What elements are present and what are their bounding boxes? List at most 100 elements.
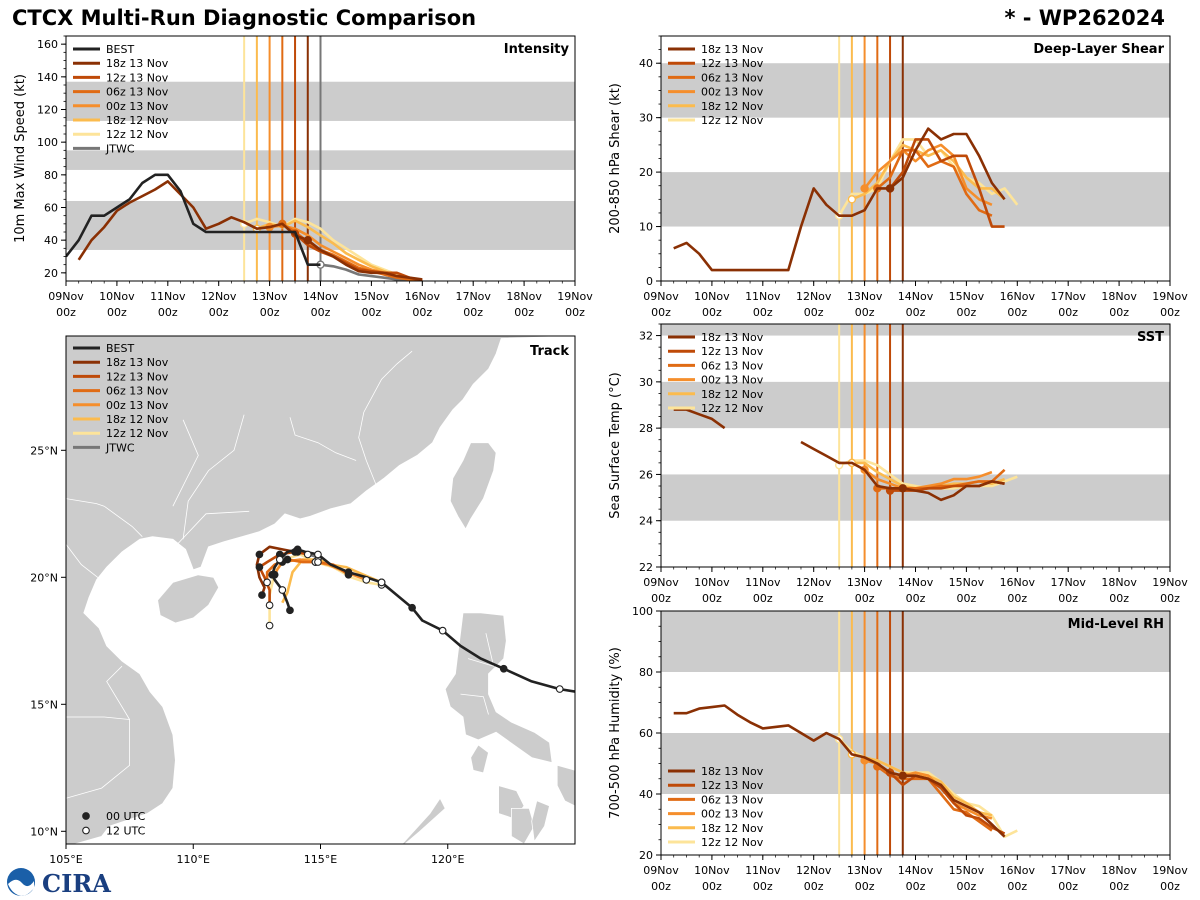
intensity-x-tick-label: 11Nov [150, 290, 186, 303]
shear-x-tick-label: 00z [1007, 306, 1027, 319]
border-luzon-internal [467, 633, 495, 667]
intensity-series-best [66, 173, 321, 266]
rh-y-tick-label: 40 [639, 788, 653, 801]
shear-x-tick-label: 13Nov [847, 290, 883, 303]
shear-y-tick-label: 10 [639, 221, 653, 234]
rh-x-tick-label: 00z [855, 880, 875, 893]
track-lat-tick-label: 25°N [30, 444, 58, 457]
sst-legend-label-18z-12-nov: 18z 12 Nov [701, 388, 764, 401]
sst-y-axis-label: Sea Surface Temp (°C) [608, 372, 623, 519]
track-marker-legend-label-12-utc: 12 UTC [106, 825, 146, 838]
shear-series-00z-13-nov [863, 143, 993, 206]
border-vietnam-cambodia [66, 665, 130, 799]
shear-x-tick-label: 09Nov [643, 290, 679, 303]
intensity-legend-label-12z-12-nov: 12z 12 Nov [106, 128, 169, 141]
border-laos-cambodia [66, 716, 130, 720]
land-taiwan [449, 442, 497, 530]
intensity-x-tick-label: 17Nov [455, 290, 491, 303]
rh-legend-label-12z-12-nov: 12z 12 Nov [701, 836, 764, 849]
shear-panel-title: Deep-Layer Shear [1033, 42, 1164, 57]
track-position-marker-18z-13-nov [258, 591, 266, 599]
rh-x-tick-label: 16Nov [1000, 864, 1036, 877]
shear-y-axis-label: 200-850 hPa Shear (kt) [608, 83, 623, 234]
border-guangxi-internal [172, 419, 199, 507]
border-guangxi-guangdong [182, 414, 245, 540]
border-vietnam-north [66, 544, 105, 614]
sst-x-tick-label: 00z [957, 592, 977, 605]
border-china-vietnam [103, 505, 143, 537]
track-legend-label-18z-13-nov: 18z 13 Nov [106, 356, 169, 369]
rh-legend-label-00z-13-nov: 00z 13 Nov [701, 808, 764, 821]
intensity-legend-label-18z-13-nov: 18z 13 Nov [106, 57, 169, 70]
rh-band-0 [661, 733, 1170, 794]
track-position-marker-best [438, 626, 447, 635]
track-position-marker-best [278, 586, 287, 594]
land-luzon [444, 612, 553, 764]
intensity-y-tick-label: 100 [37, 136, 58, 149]
rh-series-group [673, 704, 1018, 838]
sst-x-tick-label: 14Nov [898, 576, 934, 589]
track-position-marker-best [499, 664, 508, 673]
shear-marker-18z-12-nov [847, 195, 857, 204]
border-fujian-jiangxi [358, 350, 413, 487]
border-luzon-central [460, 693, 489, 715]
rh-y-tick-label: 100 [632, 605, 653, 618]
shear-x-tick-label: 00z [1160, 306, 1180, 319]
rh-panel-title: Mid-Level RH [1068, 617, 1164, 632]
rh-legend-label-18z-12-nov: 18z 12 Nov [701, 822, 764, 835]
rh-x-tick-label: 14Nov [898, 864, 934, 877]
land-small-island [513, 843, 523, 844]
shear-x-tick-label: 15Nov [949, 290, 985, 303]
intensity-x-tick-label: 16Nov [405, 290, 441, 303]
rh-x-tick-label: 19Nov [1152, 864, 1188, 877]
shear-x-tick-label: 16Nov [1000, 290, 1036, 303]
sst-x-tick-label: 19Nov [1152, 576, 1188, 589]
shear-series-06z-13-nov [876, 149, 993, 217]
intensity-x-tick-label: 10Nov [99, 290, 135, 303]
sst-x-tick-label: 00z [855, 592, 875, 605]
track-position-marker-best [314, 550, 322, 559]
sst-y-tick-label: 22 [639, 561, 653, 574]
shear-x-tick-label: 00z [1109, 306, 1129, 319]
land-hainan [157, 574, 220, 624]
border-guangdong-internal [137, 510, 250, 588]
track-position-marker-12z-13-nov [255, 563, 264, 571]
shear-y-tick-label: 40 [639, 57, 653, 70]
sst-x-tick-label: 00z [1007, 592, 1027, 605]
track-position-marker-best [344, 568, 353, 577]
rh-x-tick-label: 00z [651, 880, 671, 893]
sst-legend-label-18z-13-nov: 18z 13 Nov [701, 331, 764, 344]
sst-y-tick-label: 30 [639, 376, 653, 389]
shear-y-tick-label: 30 [639, 112, 653, 125]
sst-legend-label-00z-13-nov: 00z 13 Nov [701, 374, 764, 387]
rh-x-tick-label: 09Nov [643, 864, 679, 877]
track-marker-legend-12-utc [82, 826, 90, 835]
track-map-group [66, 336, 575, 844]
shear-x-tick-label: 12Nov [796, 290, 832, 303]
intensity-x-tick-label: 15Nov [354, 290, 390, 303]
shear-x-tick-label: 18Nov [1101, 290, 1137, 303]
shear-x-tick-label: 11Nov [745, 290, 781, 303]
rh-x-tick-label: 00z [1007, 880, 1027, 893]
rh-legend-label-12z-13-nov: 12z 13 Nov [701, 779, 764, 792]
track-legend-label-00z-13-nov: 00z 13 Nov [106, 399, 169, 412]
track-lat-tick-label: 20°N [30, 571, 58, 584]
rh-x-tick-label: 00z [1160, 880, 1180, 893]
land-mainland-asia [66, 336, 575, 844]
track-position-marker-12z-12-nov [265, 621, 274, 630]
intensity-legend-label-jtwc: JTWC [105, 142, 135, 155]
land-negros [511, 808, 535, 844]
shear-x-tick-label: 14Nov [898, 290, 934, 303]
shear-x-tick-label: 00z [855, 306, 875, 319]
track-position-marker-06z-13-nov [314, 558, 322, 566]
sst-band-2 [661, 324, 1170, 336]
shear-x-tick-label: 00z [702, 306, 722, 319]
storm-id: * - WP262024 [1004, 6, 1165, 30]
sst-x-tick-label: 15Nov [949, 576, 985, 589]
land-cebu [531, 800, 550, 843]
intensity-x-tick-label: 00z [463, 306, 483, 319]
sst-x-tick-label: 13Nov [847, 576, 883, 589]
intensity-x-tick-label: 14Nov [303, 290, 339, 303]
shear-x-tick-label: 00z [957, 306, 977, 319]
